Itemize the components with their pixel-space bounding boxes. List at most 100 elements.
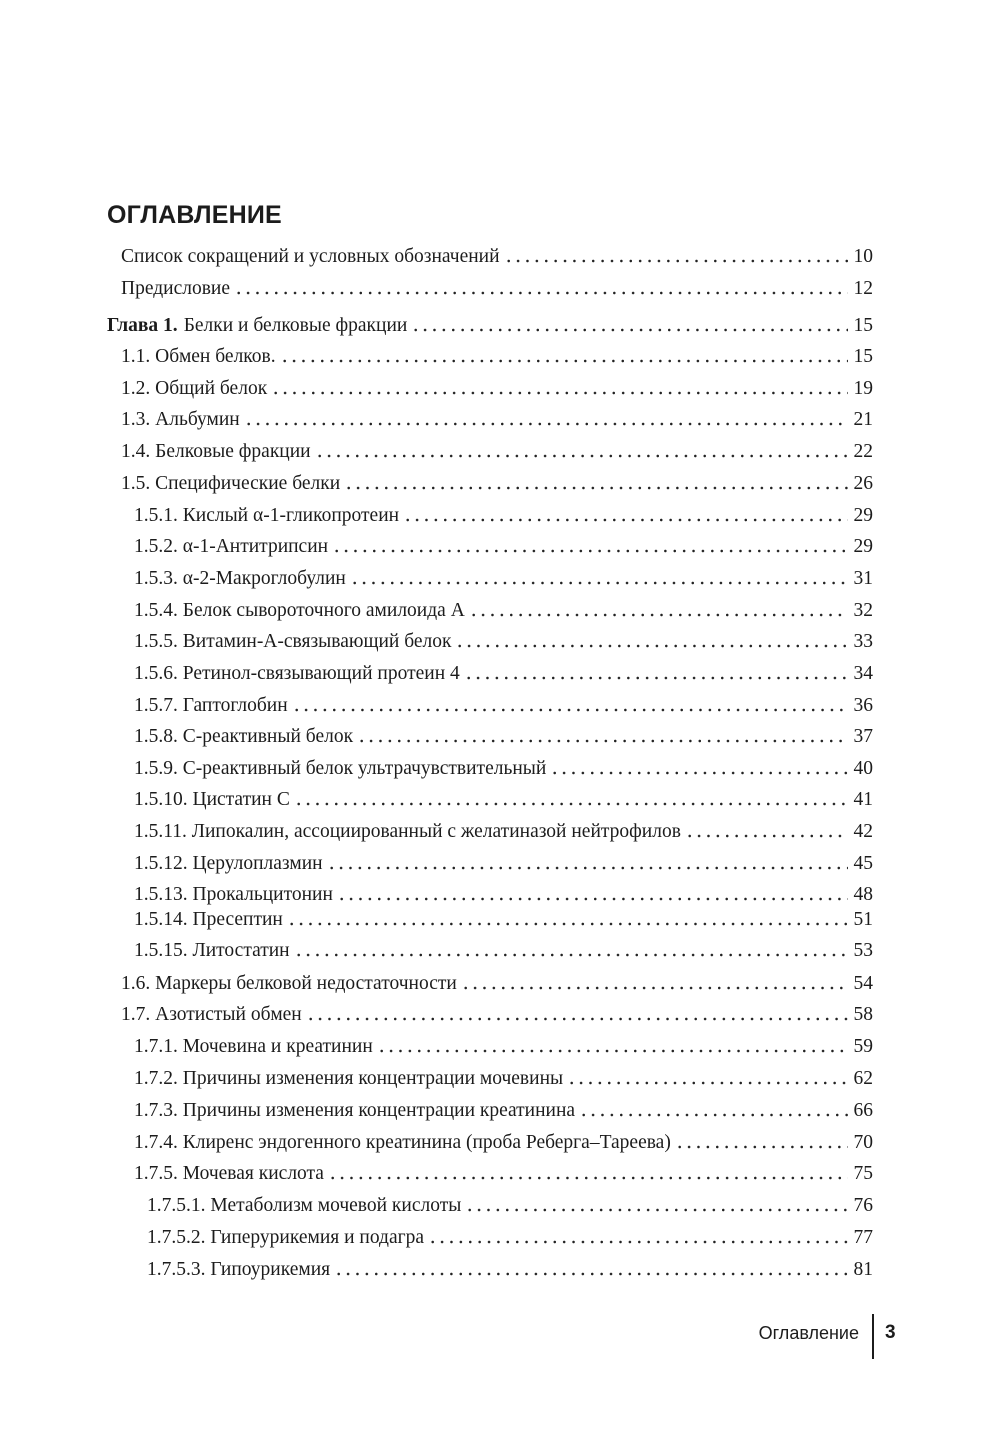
- entry-page: 36: [853, 695, 874, 716]
- entry-page: 40: [853, 758, 874, 779]
- entry-page: 48: [853, 884, 874, 905]
- entry-title: 1.5.4. Белок сывороточного амилоида А: [134, 600, 465, 621]
- dot-leader: [579, 1112, 848, 1118]
- toc-entry: 1.5.15. Литостатин 53: [134, 938, 873, 964]
- entry-page: 19: [853, 378, 874, 399]
- entry-title: 1.5.6. Ретинол-связывающий протеин 4: [134, 663, 460, 684]
- entry-page: 31: [853, 568, 874, 589]
- entry-title: 1.5.10. Цистатин С: [134, 789, 290, 810]
- toc-entry: 1.4. Белковые фракции 22: [121, 439, 873, 465]
- entry-page: 22: [853, 441, 874, 462]
- entry-page: 76: [853, 1195, 874, 1216]
- toc-entry: 1.5. Специфические белки 26: [121, 471, 873, 497]
- toc-title: ОГЛАВЛЕНИЕ: [107, 201, 282, 229]
- entry-page: 15: [853, 346, 874, 367]
- dot-leader: [465, 1207, 848, 1213]
- dot-leader: [455, 643, 848, 649]
- dot-leader: [291, 707, 848, 713]
- running-footer: Оглавление: [758, 1323, 859, 1343]
- dot-leader: [349, 580, 848, 586]
- dot-leader: [468, 612, 848, 618]
- dot-leader: [567, 1080, 848, 1086]
- toc-entry: 1.7.5.1. Метаболизм мочевой кислоты 76: [147, 1193, 873, 1219]
- entry-page: 26: [853, 473, 874, 494]
- entry-title: Список сокращений и условных обозначений: [121, 246, 500, 267]
- entry-title: 1.5.8. С-реактивный белок: [134, 726, 354, 747]
- toc-entry: 1.5.8. С-реактивный белок 37: [134, 724, 873, 750]
- dot-leader: [334, 1271, 848, 1277]
- toc-entry: 1.5.12. Церулоплазмин 45: [134, 851, 873, 877]
- entry-title: Белки и белковые фракции: [183, 315, 408, 336]
- entry-title: 1.7.5.1. Метаболизм мочевой кислоты: [147, 1195, 462, 1216]
- entry-title: 1.7.2. Причины изменения концентрации мо…: [134, 1068, 564, 1089]
- dot-leader: [293, 801, 848, 807]
- entry-title: Предисловие: [121, 278, 231, 299]
- toc-entry: 1.7.4. Клиренс эндогенного креатинина (п…: [134, 1130, 873, 1156]
- entry-title: 1.4. Белковые фракции: [121, 441, 311, 462]
- toc-entry: 1.6. Маркеры белковой недостаточности 54: [121, 971, 873, 997]
- entry-title: 1.5.9. С-реактивный белок ультрачувствит…: [134, 758, 547, 779]
- entry-page: 42: [853, 821, 874, 842]
- entry-page: 32: [853, 600, 874, 621]
- dot-leader: [684, 833, 848, 839]
- entry-page: 66: [853, 1100, 874, 1121]
- dot-leader: [463, 675, 848, 681]
- dot-leader: [411, 327, 848, 333]
- dot-leader: [271, 390, 848, 396]
- entry-title: 1.7.3. Причины изменения концентрации кр…: [134, 1100, 576, 1121]
- entry-title: 1.6. Маркеры белковой недостаточности: [121, 973, 457, 994]
- entry-page: 21: [853, 409, 874, 430]
- entry-title: 1.3. Альбумин: [121, 409, 240, 430]
- toc-entry: 1.7.2. Причины изменения концентрации мо…: [134, 1066, 873, 1092]
- entry-page: 54: [853, 973, 874, 994]
- entry-page: 45: [853, 853, 874, 874]
- toc-entry: 1.5.1. Кислый α-1-гликопротеин 29: [134, 503, 873, 529]
- dot-leader: [305, 1016, 848, 1022]
- entry-page: 29: [853, 536, 874, 557]
- toc-entry: 1.7.3. Причины изменения концентрации кр…: [134, 1098, 873, 1124]
- entry-title: 1.7.4. Клиренс эндогенного креатинина (п…: [134, 1132, 671, 1153]
- entry-title: 1.5.12. Церулоплазмин: [134, 853, 323, 874]
- entry-title: 1.7.5.3. Гипоурикемия: [147, 1259, 331, 1280]
- toc-entry: 1.1. Обмен белков. 15: [121, 344, 873, 370]
- entry-title: 1.5.1. Кислый α-1-гликопротеин: [134, 505, 400, 526]
- toc-entry: 1.5.7. Гаптоглобин 36: [134, 693, 873, 719]
- toc-entry: 1.5.4. Белок сывороточного амилоида А 32: [134, 598, 873, 624]
- dot-leader: [293, 952, 848, 958]
- entry-title: 1.5.14. Пресептин: [134, 909, 283, 930]
- toc-entry: Глава 1. Белки и белковые фракции 15: [107, 313, 873, 339]
- toc-entry: 1.5.10. Цистатин С 41: [134, 787, 873, 813]
- dot-leader: [460, 985, 848, 991]
- dot-leader: [336, 896, 848, 902]
- chapter-label: Глава 1.: [107, 315, 178, 336]
- toc-entry: 1.2. Общий белок 19: [121, 376, 873, 402]
- dot-leader: [344, 485, 848, 491]
- toc-entry: 1.7.5.2. Гиперурикемия и подагра 77: [147, 1225, 873, 1251]
- entry-title: 1.5.15. Литостатин: [134, 940, 290, 961]
- dot-leader: [332, 548, 848, 554]
- dot-leader: [327, 1175, 848, 1181]
- entry-page: 58: [853, 1004, 874, 1025]
- entry-page: 15: [853, 315, 874, 336]
- entry-title: 1.5.11. Липокалин, ассоциированный с жел…: [134, 821, 681, 842]
- toc-entry: 1.7.5.3. Гипоурикемия 81: [147, 1257, 873, 1283]
- toc-entry: 1.5.5. Витамин-А-связывающий белок 33: [134, 629, 873, 655]
- entry-title: 1.5.13. Прокальцитонин: [134, 884, 333, 905]
- entry-title: 1.5.7. Гаптоглобин: [134, 695, 288, 716]
- entry-page: 77: [853, 1227, 874, 1248]
- dot-leader: [503, 258, 848, 264]
- dot-leader: [326, 865, 848, 871]
- dot-leader: [243, 421, 848, 427]
- entry-title: 1.7.5.2. Гиперурикемия и подагра: [147, 1227, 425, 1248]
- entry-title: 1.1. Обмен белков.: [121, 346, 276, 367]
- dot-leader: [403, 517, 848, 523]
- toc-entry: 1.3. Альбумин 21: [121, 407, 873, 433]
- entry-title: 1.5. Специфические белки: [121, 473, 341, 494]
- dot-leader: [357, 738, 848, 744]
- entry-page: 29: [853, 505, 874, 526]
- entry-page: 62: [853, 1068, 874, 1089]
- entry-page: 41: [853, 789, 874, 810]
- entry-page: 51: [853, 909, 874, 930]
